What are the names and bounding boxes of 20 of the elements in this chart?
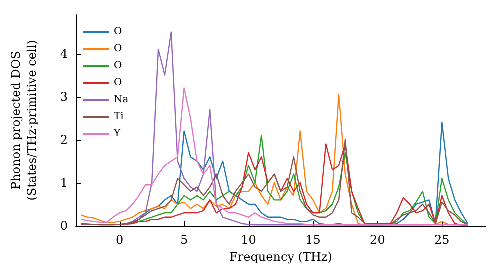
y-tick-label: 2 bbox=[60, 132, 68, 147]
y-axis-title: Phonon projected DOS (States/THz·primitive cell) bbox=[9, 40, 39, 201]
x-tick-label: 10 bbox=[241, 233, 256, 247]
y-tick-label: 1 bbox=[60, 176, 68, 190]
x-axis-title: Frequency (THz) bbox=[230, 250, 332, 264]
x-tick-label: 0 bbox=[116, 233, 124, 247]
legend-label: Ti bbox=[114, 112, 124, 122]
x-tick-label: 15 bbox=[306, 233, 321, 247]
legend-label: O bbox=[114, 26, 122, 38]
legend-label: O bbox=[114, 44, 122, 54]
x-tick-label: 5 bbox=[180, 233, 188, 247]
legend-label: O bbox=[114, 60, 122, 72]
legend-label: Y bbox=[113, 128, 121, 140]
legend-label: O bbox=[114, 78, 122, 88]
legend-label: Na bbox=[114, 94, 129, 106]
x-tick-label: 25 bbox=[434, 233, 450, 247]
y-tick-label: 3 bbox=[60, 90, 68, 104]
y-tick-label: 0 bbox=[60, 219, 68, 233]
y-tick-label: 4 bbox=[60, 46, 68, 61]
x-tick-label: 20 bbox=[370, 233, 386, 247]
